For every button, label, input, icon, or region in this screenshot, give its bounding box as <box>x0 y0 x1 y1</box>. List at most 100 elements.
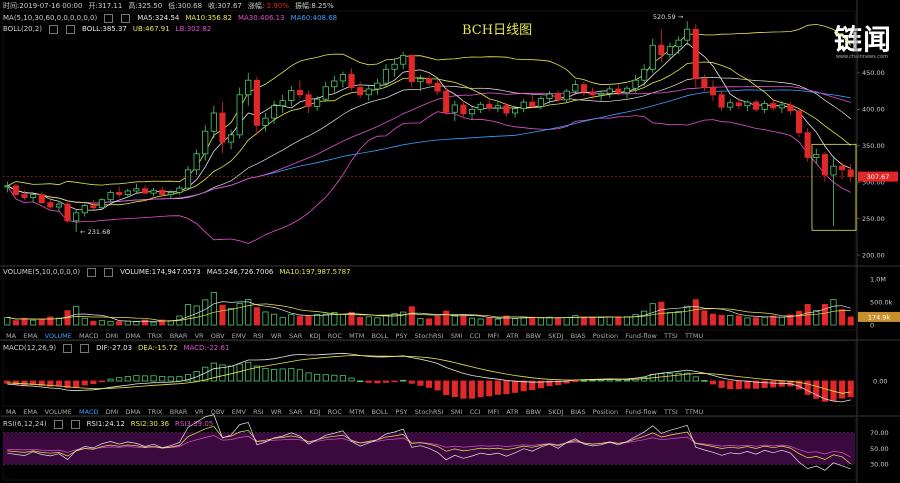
volume-ma10-value: MA10:197,987.5787 <box>279 268 351 276</box>
macd-close-icon[interactable] <box>80 344 90 353</box>
macd-tab-psy[interactable]: PSY <box>395 408 408 416</box>
macd-tab-roc[interactable]: ROC <box>327 408 342 416</box>
volume-tab-vr[interactable]: VR <box>194 332 204 340</box>
macd-tab-smi[interactable]: SMI <box>450 408 463 416</box>
ma-close-icon[interactable] <box>121 14 131 23</box>
volume-tab-atr[interactable]: ATR <box>506 332 519 340</box>
volume-tab-ttmu[interactable]: TTMU <box>685 332 704 340</box>
close-label: 收: <box>208 2 218 10</box>
volume-tab-boll[interactable]: BOLL <box>371 332 389 340</box>
macd-tab-bias[interactable]: BIAS <box>570 408 586 416</box>
macd-tab-sar[interactable]: SAR <box>289 408 303 416</box>
macd-tab-mfi[interactable]: MFI <box>487 408 500 416</box>
macd-settings-icon[interactable] <box>63 344 73 353</box>
macd-tab-kdj[interactable]: KDJ <box>309 408 321 416</box>
macd-tab-volume[interactable]: VOLUME <box>44 408 72 416</box>
macd-hist-bar <box>770 380 777 388</box>
volume-tab-dmi[interactable]: DMI <box>105 332 119 340</box>
volume-tab-ttsi[interactable]: TTSI <box>663 332 678 340</box>
volume-close-icon[interactable] <box>104 268 114 277</box>
volume-tab-dma[interactable]: DMA <box>125 332 141 340</box>
macd-tab-dma[interactable]: DMA <box>125 408 141 416</box>
rsi-close-icon[interactable] <box>70 420 80 429</box>
volume-tab-psy[interactable]: PSY <box>395 332 408 340</box>
ma-legend: MA(5,10,30,60,0,0,0,0,0,0) MA5:324.54 MA… <box>3 14 337 23</box>
volume-tab-fund-flow[interactable]: Fund-flow <box>625 332 657 340</box>
macd-tab-dmi[interactable]: DMI <box>105 408 119 416</box>
ma-settings-icon[interactable] <box>104 14 114 23</box>
boll-legend: BOLL(20,2) BOLL:385.37 UB:467.91 LB:302.… <box>3 25 211 34</box>
macd-hist-bar <box>279 368 286 382</box>
macd-hist-bar <box>348 377 355 382</box>
macd-tab-vr[interactable]: VR <box>194 408 204 416</box>
volume-tab-position[interactable]: Position <box>592 332 619 340</box>
macd-tab-ttsi[interactable]: TTSI <box>663 408 678 416</box>
volume-tab-kdj[interactable]: KDJ <box>309 332 321 340</box>
volume-tab-rsi[interactable]: RSI <box>253 332 264 340</box>
volume-ma5-value: MA5:246,726.7006 <box>206 268 274 276</box>
volume-tab-brar[interactable]: BRAR <box>169 332 188 340</box>
volume-bar <box>236 303 243 326</box>
volume-tab-mfi[interactable]: MFI <box>487 332 500 340</box>
volume-tab-obv[interactable]: OBV <box>210 332 225 340</box>
volume-bar <box>262 311 269 326</box>
rsi-settings-icon[interactable] <box>53 420 63 429</box>
candle-body <box>632 79 639 89</box>
volume-tab-roc[interactable]: ROC <box>327 332 342 340</box>
candle-body <box>434 82 441 92</box>
volume-tab-trix[interactable]: TRIX <box>147 332 163 340</box>
volume-tab-emv[interactable]: EMV <box>231 332 246 340</box>
volume-tab-skdj[interactable]: SKDJ <box>548 332 564 340</box>
macd-tab-macd[interactable]: MACD <box>79 408 99 416</box>
macd-tab-brar[interactable]: BRAR <box>169 408 188 416</box>
macd-tab-stochrsi[interactable]: StochRSI <box>414 408 444 416</box>
volume-tab-sar[interactable]: SAR <box>289 332 303 340</box>
macd-tab-ema[interactable]: EMA <box>23 408 38 416</box>
volume-tab-ma[interactable]: MA <box>6 332 17 340</box>
ohlc-header: 时间:2019-07-16 00:00 开:317.11 高:325.50 低:… <box>3 2 334 11</box>
volume-tab-stochrsi[interactable]: StochRSI <box>414 332 444 340</box>
volume-bar <box>374 317 381 326</box>
volume-tab-wr[interactable]: WR <box>270 332 282 340</box>
macd-tab-atr[interactable]: ATR <box>506 408 519 416</box>
macd-tab-rsi[interactable]: RSI <box>253 408 264 416</box>
macd-tab-cci[interactable]: CCI <box>469 408 481 416</box>
volume-tab-volume[interactable]: VOLUME <box>44 332 72 340</box>
volume-bar <box>468 317 476 326</box>
rsi-tick-label: 70.00 <box>870 429 889 437</box>
volume-tab-ema[interactable]: EMA <box>23 332 38 340</box>
macd-tab-ma[interactable]: MA <box>6 408 17 416</box>
volume-bar <box>365 316 372 326</box>
macd-tab-boll[interactable]: BOLL <box>371 408 389 416</box>
macd-tab-position[interactable]: Position <box>592 408 619 416</box>
macd-tab-mtm[interactable]: MTM <box>349 408 365 416</box>
macd-hist-bar <box>718 380 725 388</box>
macd-tab-fund-flow[interactable]: Fund-flow <box>625 408 657 416</box>
volume-tab-bias[interactable]: BIAS <box>570 332 586 340</box>
macd-value: MACD:-22.61 <box>183 344 230 352</box>
macd-tab-skdj[interactable]: SKDJ <box>548 408 564 416</box>
macd-tab-wr[interactable]: WR <box>270 408 282 416</box>
macd-tab-emv[interactable]: EMV <box>231 408 246 416</box>
macd-tab-obv[interactable]: OBV <box>210 408 225 416</box>
candle-body <box>813 154 820 158</box>
macd-tab-trix[interactable]: TRIX <box>147 408 163 416</box>
volume-bar <box>503 315 510 326</box>
candle-body <box>692 28 699 80</box>
volume-tab-mtm[interactable]: MTM <box>349 332 365 340</box>
volume-settings-icon[interactable] <box>87 268 97 277</box>
candle-body <box>649 44 656 70</box>
volume-bar <box>709 313 717 326</box>
volume-tab-smi[interactable]: SMI <box>450 332 463 340</box>
volume-bar <box>425 318 433 326</box>
volume-bar <box>744 317 751 326</box>
volume-tab-cci[interactable]: CCI <box>469 332 481 340</box>
macd-tab-ttmu[interactable]: TTMU <box>685 408 704 416</box>
boll-settings-icon[interactable] <box>49 25 59 34</box>
boll-close-icon[interactable] <box>66 25 76 34</box>
candle-body <box>744 101 751 107</box>
volume-tab-macd[interactable]: MACD <box>79 332 99 340</box>
volume-bar <box>400 311 407 326</box>
volume-tab-bbw[interactable]: BBW <box>525 332 541 340</box>
macd-tab-bbw[interactable]: BBW <box>525 408 541 416</box>
